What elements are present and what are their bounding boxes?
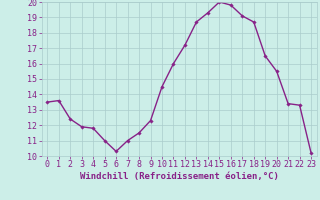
X-axis label: Windchill (Refroidissement éolien,°C): Windchill (Refroidissement éolien,°C) bbox=[80, 172, 279, 181]
